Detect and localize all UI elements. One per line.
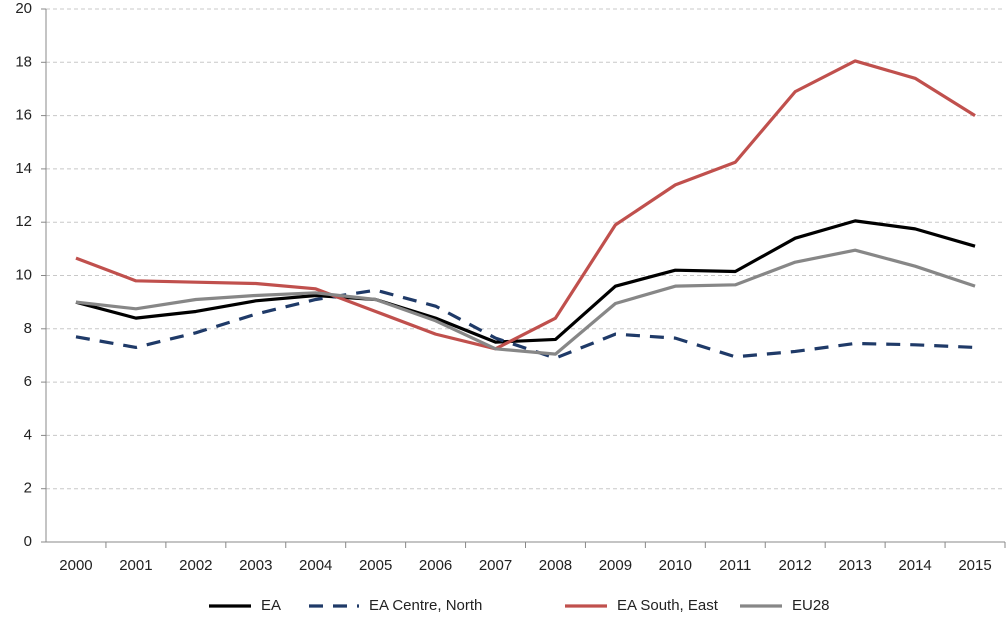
- x-tick-label: 2009: [599, 557, 632, 574]
- y-tick-label: 14: [15, 160, 32, 177]
- y-tick-label: 4: [24, 426, 32, 443]
- y-tick-label: 0: [24, 533, 32, 550]
- x-tick-label: 2006: [419, 557, 452, 574]
- x-tick-label: 2010: [659, 557, 692, 574]
- y-tick-label: 6: [24, 373, 32, 390]
- y-tick-label: 8: [24, 320, 32, 337]
- x-tick-label: 2004: [299, 557, 332, 574]
- y-tick-label: 18: [15, 53, 32, 70]
- series-line: [75, 59, 976, 351]
- x-tick-label: 2000: [59, 557, 92, 574]
- x-tick-label: 2008: [539, 557, 572, 574]
- x-tick-label: 2003: [239, 557, 272, 574]
- legend-label: EA South, East: [617, 597, 719, 614]
- legend-label: EU28: [792, 597, 830, 614]
- y-tick-label: 2: [24, 480, 32, 497]
- x-tick-label: 2005: [359, 557, 392, 574]
- series-line: [75, 219, 976, 344]
- y-tick-label: 12: [15, 213, 32, 230]
- x-tick-label: 2002: [179, 557, 212, 574]
- series-line: [75, 248, 976, 356]
- y-tick-label: 10: [15, 266, 32, 283]
- x-tick-label: 2007: [479, 557, 512, 574]
- legend-label: EA: [261, 597, 281, 614]
- y-tick-label: 20: [15, 0, 32, 17]
- x-tick-label: 2012: [779, 557, 812, 574]
- x-tick-label: 2011: [719, 557, 751, 574]
- x-tick-label: 2001: [119, 557, 152, 574]
- legend-label: EA Centre, North: [369, 597, 482, 614]
- x-tick-label: 2015: [958, 557, 991, 574]
- series-line: [75, 288, 976, 360]
- y-tick-label: 16: [15, 107, 32, 124]
- x-tick-label: 2013: [838, 557, 871, 574]
- x-tick-label: 2014: [898, 557, 931, 574]
